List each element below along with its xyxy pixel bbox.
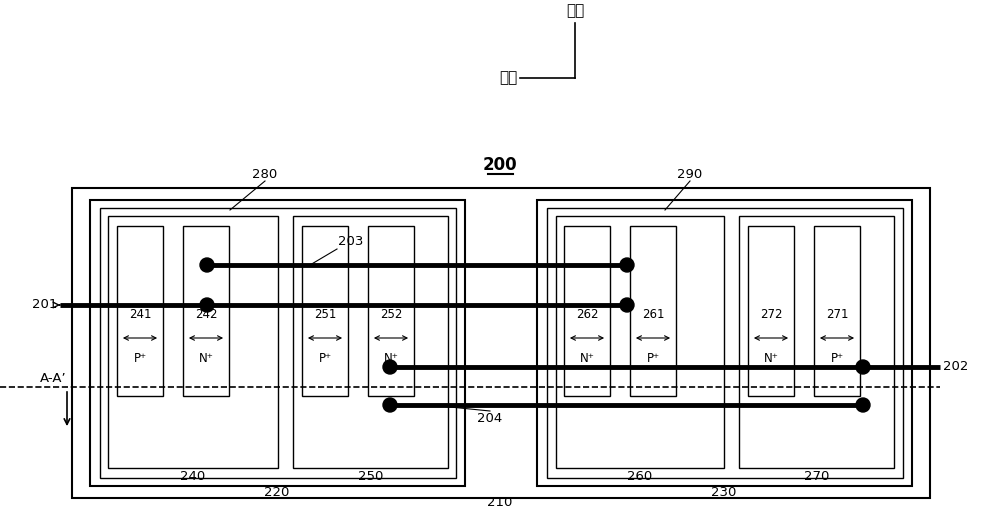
Text: 240: 240 [180,470,206,482]
Text: P⁺: P⁺ [133,351,147,365]
Circle shape [383,398,397,412]
Text: 270: 270 [804,470,830,482]
Bar [537,200,912,486]
Bar [293,216,448,468]
Text: P⁺: P⁺ [646,351,660,365]
Text: N⁺: N⁺ [199,351,213,365]
Circle shape [620,298,634,312]
Text: 210: 210 [487,497,513,510]
Text: 280: 280 [252,168,278,181]
Text: P⁺: P⁺ [830,351,844,365]
Text: 271: 271 [826,309,848,321]
Bar [630,226,676,396]
Text: 200: 200 [483,156,517,174]
Text: 202: 202 [943,360,968,373]
Bar [564,226,610,396]
Text: N⁺: N⁺ [580,351,594,365]
Circle shape [383,360,397,374]
Text: 252: 252 [380,309,402,321]
Bar [117,226,163,396]
Text: N⁺: N⁺ [764,351,778,365]
Circle shape [200,298,214,312]
Bar [90,200,465,486]
Text: 220: 220 [264,485,290,499]
Text: 272: 272 [760,309,782,321]
Text: 横向: 横向 [499,70,517,86]
Bar [814,226,860,396]
Circle shape [620,258,634,272]
Text: A-A’: A-A’ [40,372,67,385]
Bar [108,216,278,468]
Text: 251: 251 [314,309,336,321]
Bar [547,208,903,478]
Text: 230: 230 [711,485,737,499]
Text: 261: 261 [642,309,664,321]
Text: 241: 241 [129,309,151,321]
Text: 204: 204 [477,412,503,425]
Text: 250: 250 [358,470,384,482]
Bar [739,216,894,468]
Text: 纵向: 纵向 [566,3,584,18]
Bar [748,226,794,396]
Text: 290: 290 [677,168,703,181]
Bar [556,216,724,468]
Text: 262: 262 [576,309,598,321]
Text: N⁺: N⁺ [384,351,398,365]
Text: P⁺: P⁺ [318,351,332,365]
Circle shape [856,398,870,412]
Text: 203: 203 [338,235,363,248]
Bar [72,188,930,498]
Bar [368,226,414,396]
Text: 260: 260 [627,470,653,482]
Bar [302,226,348,396]
Text: 242: 242 [195,309,217,321]
Bar [183,226,229,396]
Circle shape [200,258,214,272]
Bar [100,208,456,478]
Text: 201: 201 [32,298,57,311]
Circle shape [856,360,870,374]
